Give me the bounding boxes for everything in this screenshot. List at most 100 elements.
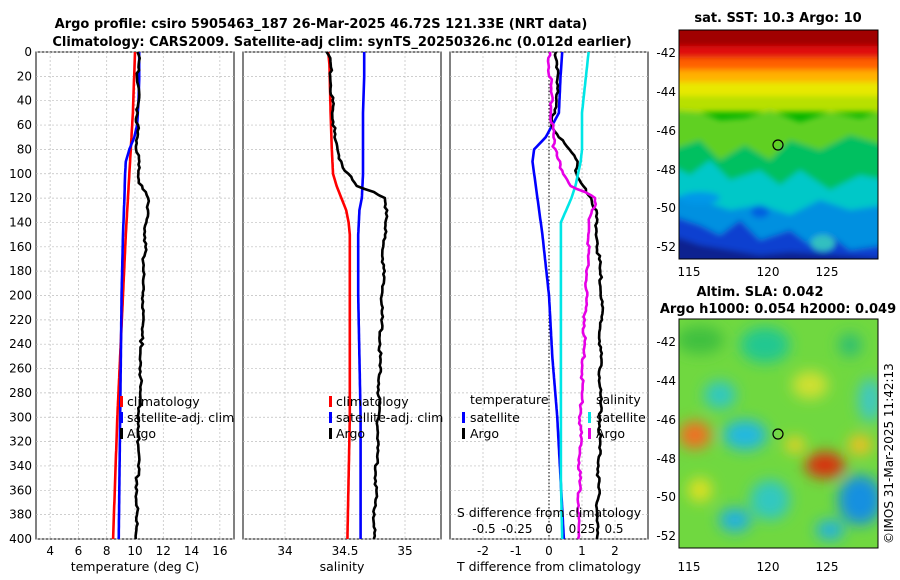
s-difference-xlabel: S difference from climatology — [457, 505, 642, 520]
lat-tick-label: -50 — [656, 201, 676, 215]
depth-tick-label: 320 — [9, 435, 32, 449]
temperature-xlabel: temperature (deg C) — [71, 559, 200, 574]
lon-tick-label: 120 — [757, 265, 780, 279]
series-argo — [325, 51, 389, 540]
depth-tick-label: 260 — [9, 362, 32, 376]
depth-tick-label: 380 — [9, 508, 32, 522]
series-satellite-adj-clim — [117, 52, 141, 540]
legend-swatch-argo — [329, 428, 332, 439]
legend-swatch-t-satellite — [462, 412, 465, 423]
temperature-panel: 0 20 40 60 80 100 120 140 160 180 200 220 240 260 280 3… — [9, 45, 235, 574]
lat-tick-label: -48 — [656, 163, 676, 177]
depth-tick-label: 20 — [17, 69, 32, 83]
x-tick-label: 1 — [578, 544, 586, 558]
x-tick-label: 6 — [75, 544, 83, 558]
salinity-x-tick-labels: 34 34.5 35 — [277, 544, 412, 558]
x-tick-label: 12 — [156, 544, 171, 558]
depth-tick-label: 360 — [9, 483, 32, 497]
legend-label-argo: Argo — [127, 426, 156, 441]
sst-map-title: sat. SST: 10.3 Argo: 10 — [694, 11, 861, 26]
legend-label-climatology: climatology — [127, 394, 200, 409]
legend-label-satellite-adj: satellite-adj. clim — [336, 410, 443, 425]
series-argo — [134, 51, 151, 540]
legend-swatch-climatology — [329, 396, 332, 407]
sst-map: sat. SST: 10.3 Argo: 10 — [656, 11, 879, 279]
x-tick-label: 34.5 — [332, 544, 359, 558]
depth-tick-label: 240 — [9, 337, 32, 351]
legend-label-satellite-adj: satellite-adj. clim — [127, 410, 234, 425]
depth-tick-label: 340 — [9, 459, 32, 473]
depth-tick-label: 140 — [9, 215, 32, 229]
series-satellite-temperature — [531, 51, 566, 540]
legend-swatch-satellite-adj — [120, 412, 123, 423]
series-argo-temperature — [550, 51, 605, 540]
legend-swatch-s-satellite — [588, 412, 591, 423]
salinity-panel: 34 34.5 35 salinity climatology satellite-… — [242, 51, 443, 574]
legend-label-t-argo: Argo — [470, 426, 499, 441]
difference-x-tick-labels: -2 -1 0 1 2 — [477, 544, 619, 558]
sla-lat-ticks: -42 -44 -46 -48 -50 -52 — [656, 335, 676, 543]
sst-lat-ticks: -42 -44 -46 -48 -50 -52 — [656, 46, 676, 254]
temperature-legend: climatology satellite-adj. clim Argo — [120, 394, 234, 441]
lat-tick-label: -52 — [656, 529, 676, 543]
x-tick-label: 14 — [184, 544, 199, 558]
legend-label-climatology: climatology — [336, 394, 409, 409]
lat-tick-label: -48 — [656, 452, 676, 466]
figure-title-line1: Argo profile: csiro 5905463_187 26-Mar-2… — [55, 17, 588, 32]
depth-tick-label: 100 — [9, 167, 32, 181]
legend-swatch-satellite-adj — [329, 412, 332, 423]
sst-map-frame — [678, 29, 879, 260]
lon-tick-label: 120 — [757, 560, 780, 574]
series-argo-salinity — [546, 51, 598, 540]
depth-tick-label: 280 — [9, 386, 32, 400]
sla-map-title-line2: Argo h1000: 0.054 h2000: 0.049 — [660, 302, 896, 317]
sla-lon-ticks: 115 120 125 — [678, 560, 839, 574]
salinity-xlabel: salinity — [320, 559, 365, 574]
x-tick-label: 16 — [212, 544, 227, 558]
x-tick-label: 4 — [46, 544, 54, 558]
s-tick-label: -0.5 — [472, 522, 495, 536]
x-tick-label: 2 — [611, 544, 619, 558]
legend-swatch-t-argo — [462, 428, 465, 439]
legend-swatch-climatology — [120, 396, 123, 407]
legend-label-t-satellite: satellite — [470, 410, 520, 425]
lat-tick-label: -44 — [656, 85, 676, 99]
legend-label-s-argo: Argo — [596, 426, 625, 441]
series-satellite-adj-clim — [356, 52, 366, 539]
salinity-series — [325, 51, 389, 540]
lat-tick-label: -46 — [656, 413, 676, 427]
x-tick-label: 10 — [127, 544, 142, 558]
salinity-grid — [243, 51, 441, 540]
depth-tick-label: 200 — [9, 289, 32, 303]
lon-tick-label: 115 — [678, 265, 701, 279]
depth-tick-label: 400 — [9, 532, 32, 546]
depth-tick-label: 0 — [24, 45, 32, 59]
legend-title-temperature: temperature — [470, 392, 549, 407]
salinity-legend: climatology satellite-adj. clim Argo — [329, 394, 443, 441]
depth-tick-label: 80 — [17, 142, 32, 156]
lat-tick-label: -46 — [656, 124, 676, 138]
x-tick-label: 34 — [277, 544, 292, 558]
copyright-stamp: ©IMOS 31-Mar-2025 11:42:13 — [882, 363, 896, 544]
lat-tick-label: -42 — [656, 46, 676, 60]
legend-label-s-satellite: satellite — [596, 410, 646, 425]
legend-title-salinity: salinity — [596, 392, 641, 407]
salinity-difference-legend: salinity satellite Argo — [588, 392, 646, 441]
temperature-grid — [36, 51, 234, 540]
t-difference-xlabel: T difference from climatology — [456, 559, 642, 574]
depth-tick-label: 220 — [9, 313, 32, 327]
temperature-series — [111, 51, 151, 540]
legend-swatch-argo — [120, 428, 123, 439]
temperature-x-tick-labels: 4 6 8 10 12 14 16 — [46, 544, 227, 558]
x-tick-label: 0 — [545, 544, 553, 558]
lat-tick-label: -42 — [656, 335, 676, 349]
sla-map-frame — [678, 318, 879, 549]
lon-tick-label: 125 — [816, 265, 839, 279]
depth-tick-label: 40 — [17, 94, 32, 108]
argo-location-marker — [772, 428, 784, 440]
x-tick-label: -2 — [477, 544, 489, 558]
series-climatology — [111, 51, 137, 540]
lat-tick-label: -52 — [656, 240, 676, 254]
difference-panel: -2 -1 0 1 2 T difference from climatology S … — [449, 51, 649, 574]
